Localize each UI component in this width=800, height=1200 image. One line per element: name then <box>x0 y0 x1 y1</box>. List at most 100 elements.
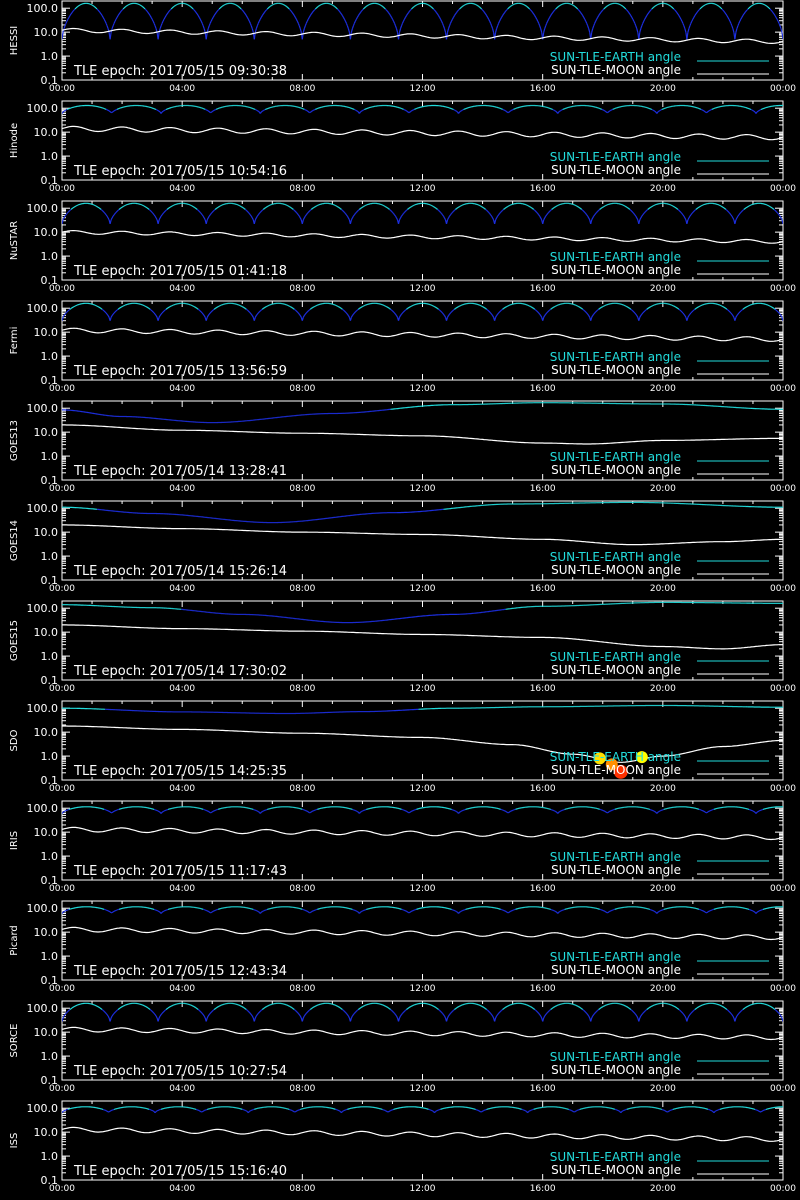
earth-angle-segment <box>549 15 552 18</box>
earth-angle-segment <box>759 108 762 111</box>
earth-angle-segment <box>687 28 690 33</box>
earth-angle-segment <box>255 215 258 219</box>
earth-angle-segment <box>405 209 407 212</box>
earth-angle-segment <box>249 312 252 315</box>
earth-angle-segment <box>211 17 214 20</box>
earth-angle-segment <box>403 211 405 214</box>
earth-angle-segment <box>526 5 528 8</box>
earth-angle-segment <box>113 311 116 314</box>
earth-angle-segment <box>334 5 336 8</box>
y-tick-label: 100.0 <box>27 2 59 15</box>
earth-angle-segment <box>150 210 153 213</box>
earth-angle-segment <box>598 13 601 16</box>
earth-angle-segment <box>408 10 410 13</box>
earth-angle-segment <box>448 23 452 27</box>
earth-angle-segment <box>731 215 734 219</box>
earth-angle-segment <box>256 214 259 217</box>
earth-angle-segment <box>207 313 210 316</box>
earth-angle-segment <box>768 205 771 208</box>
earth-angle-segment <box>535 17 538 20</box>
earth-angle-segment <box>156 109 159 112</box>
earth-angle-segment <box>242 306 245 309</box>
earth-angle-segment <box>349 32 352 40</box>
earth-angle-segment <box>484 208 486 210</box>
earth-angle-segment <box>489 213 492 216</box>
earth-angle-segment <box>109 111 112 113</box>
earth-angle-segment <box>387 207 389 210</box>
earth-angle-segment <box>95 305 98 307</box>
x-tick-label: 16:00 <box>530 184 556 194</box>
earth-angle-segment <box>124 5 127 8</box>
earth-angle-segment <box>410 8 412 11</box>
earth-angle-segment <box>390 209 392 212</box>
earth-angle-segment <box>301 219 304 225</box>
earth-angle-segment <box>640 313 643 316</box>
earth-angle-segment <box>103 310 106 313</box>
earth-angle-segment <box>306 310 309 313</box>
earth-angle-segment <box>437 208 439 211</box>
earth-angle-segment <box>359 208 361 210</box>
earth-angle-segment <box>671 6 674 9</box>
earth-angle-segment <box>604 304 607 307</box>
earth-angle-segment <box>360 306 362 309</box>
earth-angle-segment <box>609 109 612 112</box>
earth-angle-segment <box>394 214 396 217</box>
earth-angle-segment <box>492 315 495 318</box>
earth-angle-segment <box>297 214 300 217</box>
earth-angle-segment <box>201 312 204 315</box>
earth-angle-segment <box>703 110 706 113</box>
earth-angle-segment <box>730 23 733 27</box>
earth-angle-segment <box>390 308 392 311</box>
earth-angle-segment <box>355 17 358 20</box>
earth-angle-segment <box>503 109 505 111</box>
earth-angle-segment <box>582 308 585 311</box>
earth-angle-segment <box>165 13 168 16</box>
x-tick-label: 12:00 <box>410 84 436 94</box>
earth-angle-segment <box>213 109 216 111</box>
panel-nustar: 100.010.01.00.100:00 04:00 08:00 12:00 16:00… <box>9 200 796 294</box>
earth-angle-segment <box>590 317 593 321</box>
earth-angle-segment <box>556 204 558 207</box>
earth-angle-segment <box>486 15 489 18</box>
earth-angle-segment <box>735 217 738 221</box>
earth-angle-segment <box>494 219 497 225</box>
earth-angle-segment <box>138 3 141 6</box>
earth-angle-segment <box>511 4 513 7</box>
earth-angle-segment <box>152 311 155 314</box>
earth-angle-segment <box>490 214 493 217</box>
legend-earth-label: SUN-TLE-EARTH angle <box>550 50 681 64</box>
earth-angle-segment <box>362 7 365 10</box>
earth-angle-segment <box>123 6 126 9</box>
earth-angle-segment <box>69 308 72 310</box>
earth-angle-segment <box>395 313 397 316</box>
earth-angle-segment <box>531 207 534 210</box>
earth-angle-segment <box>293 209 296 212</box>
earth-angle-segment <box>106 109 109 111</box>
x-tick-label: 00:00 <box>49 384 75 394</box>
earth-angle-segment <box>561 108 563 111</box>
earth-angle-segment <box>192 206 195 208</box>
earth-angle-segment <box>248 311 251 314</box>
earth-angle-segment <box>574 204 576 207</box>
earth-angle-segment <box>157 32 160 40</box>
earth-angle-segment <box>391 18 395 22</box>
earth-angle-segment <box>682 23 685 27</box>
earth-angle-segment <box>532 208 535 210</box>
earth-angle-segment <box>673 206 676 208</box>
earth-angle-segment <box>91 4 94 7</box>
earth-angle-segment <box>460 6 463 9</box>
earth-angle-segment <box>244 208 247 211</box>
earth-angle-segment <box>722 9 725 12</box>
earth-angle-segment <box>352 214 355 217</box>
earth-angle-segment <box>531 306 534 309</box>
earth-angle-segment <box>73 305 76 308</box>
earth-angle-segment <box>599 12 602 15</box>
earth-angle-segment <box>249 214 252 217</box>
earth-angle-segment <box>709 109 712 111</box>
earth-angle-segment <box>506 305 508 308</box>
earth-angle-segment <box>747 7 750 10</box>
earth-angle-segment <box>148 208 151 211</box>
earth-angle-segment <box>453 13 457 16</box>
y-tick-label: 0.1 <box>41 374 59 387</box>
